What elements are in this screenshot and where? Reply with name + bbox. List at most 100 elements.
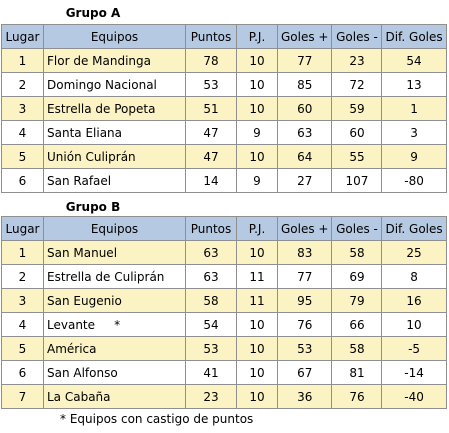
cell-pj: 10 [236, 72, 278, 97]
cell-equipo: Estrella de Culiprán [43, 264, 186, 289]
group-b-table: Lugar Equipos Puntos P.J. Goles + Goles … [1, 216, 447, 409]
header-pj: P.J. [236, 216, 278, 241]
cell-goles-contra: 60 [331, 120, 383, 145]
cell-goles-contra: 69 [331, 264, 383, 289]
header-lugar: Lugar [1, 216, 44, 241]
group-a-title: Grupo A [65, 6, 121, 20]
table-row: 7 La Cabaña 23 10 36 76 -40 [1, 384, 447, 409]
cell-pj: 10 [236, 240, 278, 265]
cell-dif-goles: -40 [381, 384, 447, 409]
cell-goles-contra: 81 [331, 360, 383, 385]
cell-dif-goles: 1 [381, 96, 447, 121]
cell-equipo: Santa Eliana [43, 120, 186, 145]
cell-lugar: 5 [1, 144, 44, 169]
table-row: 1 Flor de Mandinga 78 10 77 23 54 [1, 48, 447, 73]
cell-dif-goles: -5 [381, 336, 447, 361]
table-row: 4 Levante * 54 10 76 66 10 [1, 312, 447, 337]
cell-pj: 10 [236, 48, 278, 73]
cell-pj: 10 [236, 144, 278, 169]
cell-pj: 10 [236, 384, 278, 409]
cell-goles-contra: 66 [331, 312, 383, 337]
cell-lugar: 6 [1, 168, 44, 193]
cell-goles-favor: 27 [276, 168, 333, 193]
header-pj: P.J. [236, 24, 278, 49]
cell-lugar: 4 [1, 120, 44, 145]
cell-lugar: 3 [1, 96, 44, 121]
cell-goles-contra: 76 [331, 384, 383, 409]
cell-equipo: América [43, 336, 186, 361]
table-row: 2 Domingo Nacional 53 10 85 72 13 [1, 72, 447, 97]
cell-equipo: Levante * [43, 312, 186, 337]
cell-pj: 10 [236, 336, 278, 361]
footnote: * Equipos con castigo de puntos [60, 412, 254, 426]
header-dif-goles: Dif. Goles [381, 216, 447, 241]
cell-puntos: 58 [185, 288, 237, 313]
group-b-title: Grupo B [65, 200, 121, 214]
cell-lugar: 3 [1, 288, 44, 313]
table-row: 6 San Alfonso 41 10 67 81 -14 [1, 360, 447, 385]
table-row: 3 San Eugenio 58 11 95 79 16 [1, 288, 447, 313]
cell-puntos: 54 [185, 312, 237, 337]
cell-dif-goles: 9 [381, 144, 447, 169]
cell-pj: 10 [236, 96, 278, 121]
table-row: 5 América 53 10 53 58 -5 [1, 336, 447, 361]
cell-lugar: 6 [1, 360, 44, 385]
cell-goles-favor: 53 [276, 336, 333, 361]
cell-goles-favor: 63 [276, 120, 333, 145]
cell-puntos: 78 [185, 48, 237, 73]
cell-pj: 11 [236, 288, 278, 313]
cell-lugar: 1 [1, 48, 44, 73]
group-a-table: Lugar Equipos Puntos P.J. Goles + Goles … [1, 24, 447, 193]
cell-equipo: San Rafael [43, 168, 186, 193]
header-goles-favor: Goles + [276, 216, 333, 241]
header-lugar: Lugar [1, 24, 44, 49]
header-goles-favor: Goles + [276, 24, 333, 49]
cell-goles-contra: 59 [331, 96, 383, 121]
cell-equipo: Estrella de Popeta [43, 96, 186, 121]
cell-puntos: 41 [185, 360, 237, 385]
header-puntos: Puntos [185, 24, 237, 49]
cell-goles-contra: 58 [331, 240, 383, 265]
cell-lugar: 7 [1, 384, 44, 409]
cell-goles-favor: 85 [276, 72, 333, 97]
cell-equipo: San Manuel [43, 240, 186, 265]
cell-pj: 10 [236, 360, 278, 385]
cell-pj: 11 [236, 264, 278, 289]
cell-goles-favor: 60 [276, 96, 333, 121]
table-header-row: Lugar Equipos Puntos P.J. Goles + Goles … [1, 216, 447, 241]
cell-goles-favor: 76 [276, 312, 333, 337]
table-header-row: Lugar Equipos Puntos P.J. Goles + Goles … [1, 24, 447, 49]
cell-goles-contra: 79 [331, 288, 383, 313]
table-row: 3 Estrella de Popeta 51 10 60 59 1 [1, 96, 447, 121]
cell-dif-goles: 54 [381, 48, 447, 73]
header-goles-contra: Goles - [331, 216, 383, 241]
cell-goles-favor: 83 [276, 240, 333, 265]
cell-equipo: Domingo Nacional [43, 72, 186, 97]
cell-puntos: 53 [185, 336, 237, 361]
header-puntos: Puntos [185, 216, 237, 241]
cell-dif-goles: 25 [381, 240, 447, 265]
cell-equipo: Flor de Mandinga [43, 48, 186, 73]
table-row: 2 Estrella de Culiprán 63 11 77 69 8 [1, 264, 447, 289]
cell-goles-contra: 58 [331, 336, 383, 361]
cell-equipo: La Cabaña [43, 384, 186, 409]
cell-puntos: 14 [185, 168, 237, 193]
header-equipos: Equipos [43, 216, 186, 241]
cell-goles-contra: 107 [331, 168, 383, 193]
cell-equipo: San Alfonso [43, 360, 186, 385]
cell-pj: 9 [236, 168, 278, 193]
cell-pj: 9 [236, 120, 278, 145]
cell-goles-favor: 77 [276, 48, 333, 73]
header-dif-goles: Dif. Goles [381, 24, 447, 49]
table-row: 5 Unión Culiprán 47 10 64 55 9 [1, 144, 447, 169]
cell-puntos: 51 [185, 96, 237, 121]
cell-puntos: 53 [185, 72, 237, 97]
table-row: 4 Santa Eliana 47 9 63 60 3 [1, 120, 447, 145]
cell-puntos: 23 [185, 384, 237, 409]
cell-lugar: 2 [1, 264, 44, 289]
cell-goles-favor: 36 [276, 384, 333, 409]
header-equipos: Equipos [43, 24, 186, 49]
cell-puntos: 47 [185, 144, 237, 169]
cell-goles-favor: 64 [276, 144, 333, 169]
cell-dif-goles: 3 [381, 120, 447, 145]
